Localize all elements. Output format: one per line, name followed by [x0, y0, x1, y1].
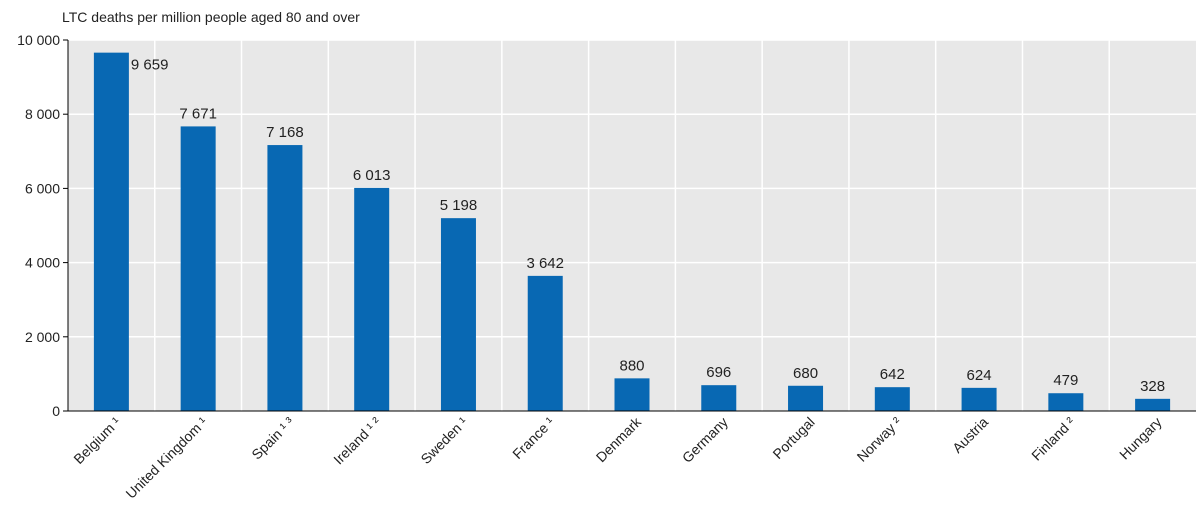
x-tick-label: Sweden ¹ [417, 414, 470, 467]
bar-value-label: 328 [1140, 378, 1165, 395]
bar [93, 52, 129, 412]
bar [1048, 393, 1084, 411]
bar [267, 145, 303, 411]
bar [788, 385, 824, 411]
x-tick-label: Portugal [769, 414, 817, 462]
x-tick-label: France ¹ [509, 414, 557, 462]
grid-lines [68, 39, 1196, 411]
y-tick-label: 6 000 [25, 180, 60, 196]
y-tick-label: 2 000 [25, 329, 60, 345]
x-tick-label: Norway ² [854, 414, 905, 465]
y-tick-label: 10 000 [17, 32, 60, 48]
bar-value-label: 624 [967, 367, 992, 384]
bars: 9 659 7 671 7 168 6 013 5 198 3 642 880 696 680 6… [93, 52, 1171, 412]
bar-value-label: 7 168 [266, 124, 304, 141]
y-axis-title: LTC deaths per million people aged 80 an… [62, 9, 360, 25]
bar-value-label: 642 [880, 366, 905, 383]
bar [440, 218, 476, 411]
x-tick-label: Belgium ¹ [70, 414, 123, 467]
bar [1135, 398, 1171, 411]
x-tick-label: Spain ¹ ³ [248, 414, 297, 463]
bar-value-label: 880 [619, 357, 644, 374]
bar [527, 275, 563, 411]
x-tick-label: Finland ² [1028, 414, 1078, 464]
bar-value-label: 5 198 [440, 197, 478, 214]
y-tick-label: 4 000 [25, 255, 60, 271]
bar-value-label: 3 642 [526, 255, 564, 272]
bar [874, 387, 910, 411]
x-tick-label: Austria [949, 414, 991, 456]
bar-value-label: 696 [706, 364, 731, 381]
y-tick-label: 8 000 [25, 106, 60, 122]
bar [961, 387, 997, 411]
bar [701, 385, 737, 411]
bar-value-label: 9 659 [131, 57, 169, 74]
bar-value-label: 6 013 [353, 167, 391, 184]
bar-value-label: 479 [1053, 372, 1078, 389]
bar-value-label: 680 [793, 365, 818, 382]
x-tick-label: Hungary [1116, 414, 1165, 463]
x-tick-label: Denmark [593, 413, 645, 465]
bar [614, 378, 650, 411]
x-tick-label: Ireland ¹ ² [330, 414, 384, 468]
x-tick-label: Germany [679, 414, 731, 466]
plot-background [68, 40, 1196, 411]
x-tick-label: United Kingdom ¹ [122, 414, 210, 502]
bar [180, 126, 216, 412]
bar-value-label: 7 671 [179, 105, 217, 122]
bar [354, 187, 390, 411]
y-tick-label: 0 [52, 403, 60, 419]
